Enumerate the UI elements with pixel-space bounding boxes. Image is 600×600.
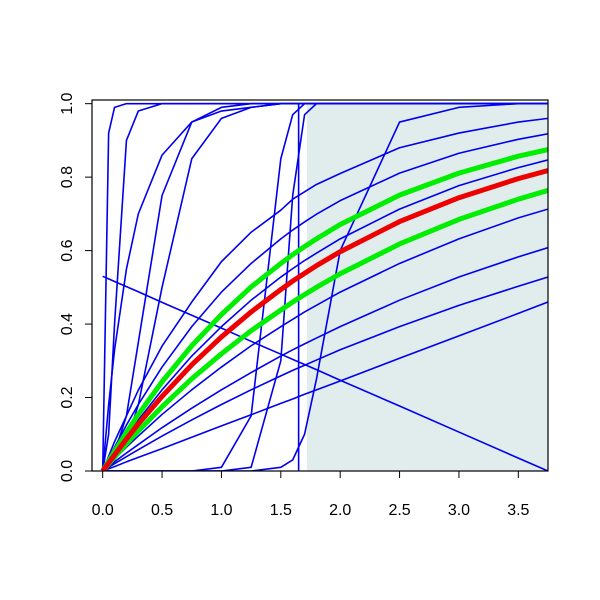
x-tick-label: 2.5 <box>388 502 410 519</box>
series-line <box>100 168 548 471</box>
series-line <box>100 147 548 471</box>
series-line <box>102 102 548 471</box>
series-line <box>102 246 548 471</box>
y-tick-label: 0.6 <box>59 239 76 261</box>
y-tick-label: 0.8 <box>59 166 76 188</box>
y-tick-label: 0.0 <box>59 460 76 482</box>
x-tick-label: 0.0 <box>92 502 114 519</box>
x-tick-label: 2.0 <box>329 502 351 519</box>
series-line <box>102 275 548 471</box>
series-line <box>101 117 548 471</box>
series-line <box>102 276 548 471</box>
shaded-region <box>306 103 548 471</box>
y-tick-label: 0.2 <box>59 386 76 408</box>
series-line <box>102 301 548 471</box>
plot-area <box>100 102 548 471</box>
series-line <box>102 102 548 471</box>
plot-frame <box>91 99 549 472</box>
y-tick-label: 0.4 <box>59 313 76 335</box>
x-tick-label: 0.5 <box>151 502 173 519</box>
axes: 0.0 0.5 1.0 1.5 2.0 2.5 3.0 3.5 0.0 0.2 0.4 0.6 0.8 1… <box>59 92 529 519</box>
x-tick-label: 3.0 <box>448 502 470 519</box>
series-line <box>101 133 548 471</box>
x-tick-label: 1.0 <box>210 502 232 519</box>
y-tick-label: 1.0 <box>59 92 76 114</box>
series-line <box>100 187 548 471</box>
x-tick-label: 3.5 <box>507 502 529 519</box>
x-tick-label: 1.5 <box>270 502 292 519</box>
